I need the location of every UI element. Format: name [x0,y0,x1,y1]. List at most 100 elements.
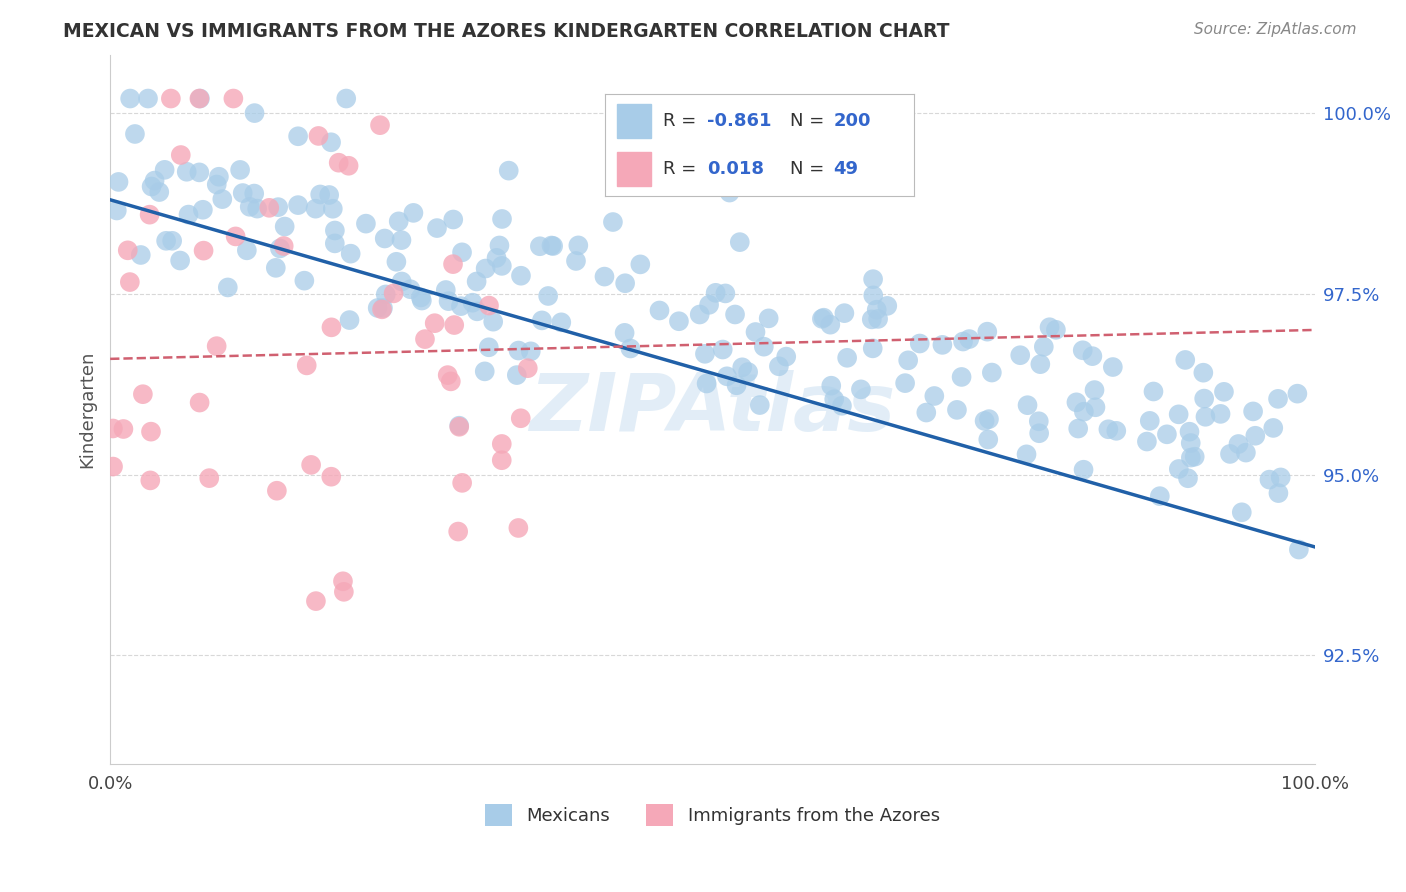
Point [225,229,247,244]
Point [957,332,980,346]
Point [105,203,128,218]
Point [488,238,510,252]
Point [977,433,1000,447]
Point [834,306,856,320]
Point [426,221,449,235]
Point [862,342,884,356]
Point [436,368,458,383]
Point [1244,429,1267,443]
Point [118,275,141,289]
Point [292,274,315,288]
Point [509,411,531,425]
Point [440,375,463,389]
Point [450,299,472,313]
Point [977,412,1000,426]
Point [613,326,636,340]
Point [731,360,754,375]
Point [321,469,343,483]
Text: 49: 49 [834,160,859,178]
Point [1180,450,1202,465]
Point [1101,359,1123,374]
Point [1149,489,1171,503]
Point [550,315,572,329]
Point [946,403,969,417]
Point [529,239,551,253]
Point [1017,398,1039,412]
Point [485,251,508,265]
Point [176,165,198,179]
Point [1194,409,1216,424]
Point [191,202,214,217]
Text: -0.861: -0.861 [707,112,770,130]
Point [1184,450,1206,464]
Point [1192,392,1215,406]
Point [382,286,405,301]
Point [540,238,562,252]
Point [758,311,780,326]
Point [541,239,564,253]
Point [198,471,221,485]
Point [1177,471,1199,485]
Point [1084,401,1107,415]
Point [259,201,281,215]
Point [339,313,361,327]
Text: R =: R = [664,112,703,130]
Point [1174,353,1197,368]
Point [299,458,322,472]
Point [1227,437,1250,451]
Point [811,311,834,326]
Point [269,241,291,255]
Point [737,365,759,379]
Point [208,169,231,184]
Text: 200: 200 [834,112,870,130]
Point [876,299,898,313]
Point [894,376,917,391]
Point [1028,426,1050,441]
Bar [617,104,651,137]
Point [465,304,488,318]
Point [1288,542,1310,557]
Point [1010,348,1032,362]
Point [367,301,389,315]
Point [474,261,496,276]
Text: ZIPAtlas: ZIPAtlas [529,370,896,449]
Point [491,259,513,273]
Point [309,187,332,202]
Point [689,308,711,322]
Point [744,325,766,339]
Point [915,405,938,419]
Point [478,299,501,313]
Point [169,253,191,268]
Point [866,302,889,317]
Point [266,483,288,498]
Point [718,186,741,200]
Point [139,425,162,439]
Text: Source: ZipAtlas.com: Source: ZipAtlas.com [1194,22,1357,37]
Point [443,318,465,332]
Point [101,421,124,435]
Point [243,186,266,201]
Point [1167,462,1189,476]
Point [748,398,770,412]
Point [1081,349,1104,363]
Point [148,185,170,199]
Point [752,340,775,354]
Point [474,364,496,378]
Point [188,395,211,409]
Point [728,235,751,249]
Point [333,584,356,599]
Point [409,290,432,304]
Point [1073,463,1095,477]
Point [668,314,690,328]
Point [602,215,624,229]
Point [160,234,183,248]
Point [413,332,436,346]
Point [321,320,343,334]
Point [287,198,309,212]
Bar [617,153,651,186]
Point [628,257,651,271]
Point [411,293,433,308]
Point [273,219,295,234]
Point [1167,408,1189,422]
Point [388,214,411,228]
